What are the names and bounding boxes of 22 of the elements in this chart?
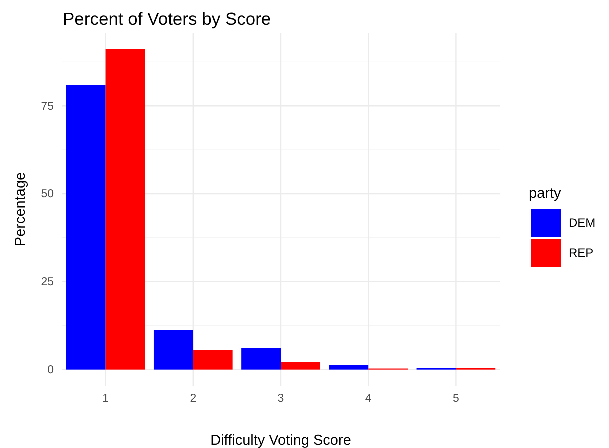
y-tick-label: 50 <box>41 188 54 201</box>
x-tick-label: 3 <box>278 393 284 406</box>
bar <box>193 350 233 370</box>
x-tick-label: 4 <box>365 393 372 406</box>
legend-label: REP <box>569 246 594 260</box>
bar <box>106 49 146 370</box>
y-tick-label: 75 <box>41 100 54 113</box>
y-tick-label: 0 <box>48 364 54 377</box>
y-tick-label: 25 <box>41 276 54 289</box>
x-tick-label: 1 <box>102 393 110 406</box>
y-axis-title: Percentage <box>13 172 29 247</box>
bar <box>154 330 194 370</box>
x-axis-title: Difficulty Voting Score <box>210 433 352 448</box>
legend-title: party <box>529 186 562 202</box>
chart-title: Percent of Voters by Score <box>63 9 272 29</box>
bar <box>329 365 369 370</box>
x-tick-label: 2 <box>190 393 197 406</box>
bar <box>242 348 281 370</box>
bar <box>281 362 320 370</box>
bar <box>66 85 106 370</box>
legend-label: DEM <box>569 216 596 230</box>
x-tick-label: 5 <box>452 393 460 406</box>
